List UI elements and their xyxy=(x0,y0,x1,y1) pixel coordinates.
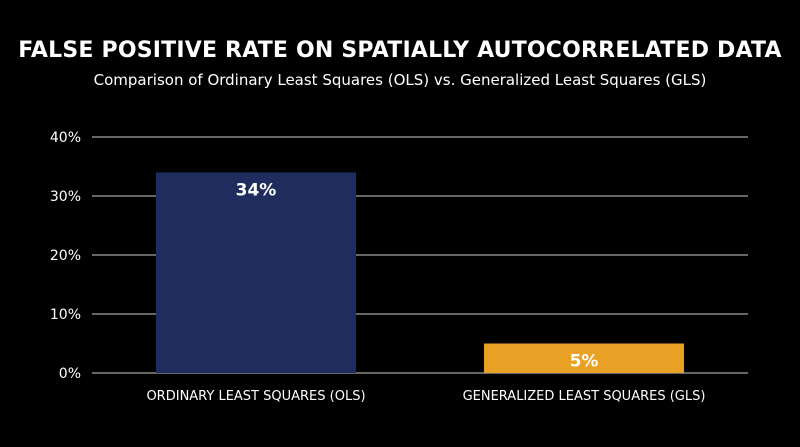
y-tick-label: 10% xyxy=(50,307,81,323)
data-labels: 34% 5% xyxy=(236,180,599,371)
bars xyxy=(156,172,684,373)
data-label-0: 34% xyxy=(236,180,277,200)
y-tick-label: 40% xyxy=(50,130,81,146)
chart-title: FALSE POSITIVE RATE ON SPATIALLY AUTOCOR… xyxy=(18,38,782,63)
y-tick-label: 0% xyxy=(59,366,81,382)
chart-subtitle: Comparison of Ordinary Least Squares (OL… xyxy=(93,71,707,89)
y-tick-label: 30% xyxy=(50,189,81,205)
y-tick-label: 20% xyxy=(50,248,81,264)
category-label-1: GENERALIZED LEAST SQUARES (GLS) xyxy=(463,389,706,404)
bar-0 xyxy=(156,172,356,373)
y-axis-ticks: 0% 10% 20% 30% 40% xyxy=(50,130,81,382)
x-axis-categories: ORDINARY LEAST SQUARES (OLS) GENERALIZED … xyxy=(146,389,705,404)
category-label-0: ORDINARY LEAST SQUARES (OLS) xyxy=(146,389,365,404)
data-label-1: 5% xyxy=(570,352,599,372)
bar-1 xyxy=(484,343,684,373)
